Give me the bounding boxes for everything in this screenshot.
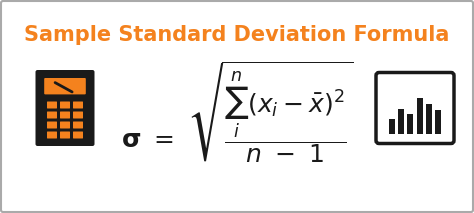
Text: Sample Standard Deviation Formula: Sample Standard Deviation Formula [24,25,450,45]
Bar [426,105,432,134]
FancyBboxPatch shape [47,102,57,108]
Bar [407,114,413,134]
FancyBboxPatch shape [60,121,70,128]
Bar [389,119,395,134]
FancyBboxPatch shape [73,121,83,128]
Bar [435,110,441,134]
FancyBboxPatch shape [60,111,70,118]
Text: $\mathbf{\sigma}\ =\ \sqrt{\dfrac{\sum_{i}^{n}(x_i - \bar{x})^2}{n\ -\ 1}}$: $\mathbf{\sigma}\ =\ \sqrt{\dfrac{\sum_{… [121,60,353,166]
FancyBboxPatch shape [60,102,70,108]
FancyBboxPatch shape [47,131,57,138]
FancyBboxPatch shape [36,70,94,146]
FancyBboxPatch shape [47,111,57,118]
Bar [398,109,404,134]
FancyBboxPatch shape [44,78,86,94]
FancyBboxPatch shape [60,131,70,138]
Bar [417,98,423,134]
FancyBboxPatch shape [73,111,83,118]
FancyBboxPatch shape [73,131,83,138]
FancyBboxPatch shape [73,102,83,108]
FancyBboxPatch shape [47,121,57,128]
FancyBboxPatch shape [376,72,454,144]
